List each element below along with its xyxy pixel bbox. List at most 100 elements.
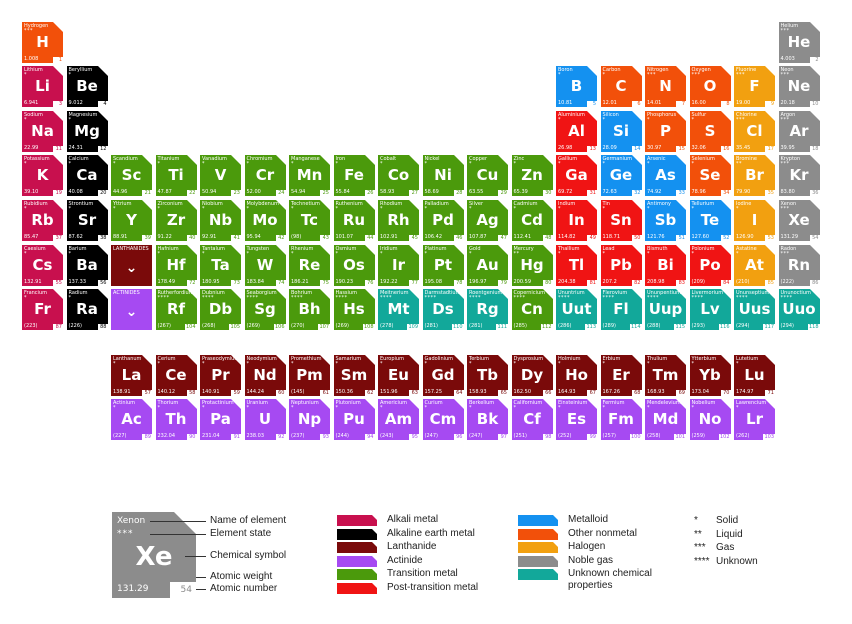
atomic-weight: 204.38 xyxy=(558,279,576,285)
tile-corner-fold xyxy=(320,155,330,165)
element-state: *** xyxy=(736,117,745,123)
element-state: * xyxy=(24,161,27,167)
element-tile-pr: Praseodymium * Pr 140.91 59 xyxy=(200,355,241,396)
atomic-weight: 168.93 xyxy=(647,389,665,395)
atomic-number: 47 xyxy=(498,235,508,241)
state-label: Gas xyxy=(716,542,735,553)
tile-corner-fold xyxy=(142,155,152,165)
element-symbol: U xyxy=(258,410,272,428)
tile-corner-fold xyxy=(498,355,508,365)
tile-corner-fold xyxy=(676,66,686,76)
element-name: Mendelevium xyxy=(647,400,681,406)
element-state: * xyxy=(246,206,250,212)
tile-corner-fold xyxy=(587,399,597,409)
element-symbol: Tl xyxy=(568,256,585,274)
element-name: Cerium xyxy=(157,356,176,362)
element-state: * xyxy=(691,117,695,123)
state-mark: **** xyxy=(694,555,710,567)
element-tile-co: Cobalt * Co 58.93 27 xyxy=(378,155,419,196)
element-state: * xyxy=(647,117,650,123)
key-state-label: Element state xyxy=(210,528,272,539)
element-state: * xyxy=(335,161,339,167)
atomic-number: 97 xyxy=(498,434,508,440)
atomic-weight: 35.45 xyxy=(736,145,751,151)
element-symbol: Rg xyxy=(476,300,499,318)
element-tile-ba: Barium * Ba 137.33 56 xyxy=(66,245,108,286)
element-state: * xyxy=(246,405,250,411)
element-state: * xyxy=(202,361,205,367)
element-symbol: Re xyxy=(298,256,321,274)
atomic-weight: (288) xyxy=(647,323,661,329)
element-tile-hf: Hafnium * Hf 178.49 72 xyxy=(155,245,197,286)
tile-corner-fold xyxy=(720,155,731,165)
element-symbol: Ca xyxy=(76,166,98,184)
element-tile-ta: Tantalum * Ta 180.95 73 xyxy=(200,245,241,286)
atomic-weight: (289) xyxy=(602,323,616,329)
element-tile-ge: Germanium * Ge 72.63 32 xyxy=(600,155,642,196)
element-symbol: Yb xyxy=(699,366,721,384)
atomic-number: 9 xyxy=(765,101,775,107)
element-tile-ca: Calcium * Ca 40.08 20 xyxy=(66,155,108,196)
element-name: Nobelium xyxy=(691,400,716,406)
atomic-number: 73 xyxy=(231,280,241,286)
element-tile-rb: Rubidium * Rb 85.47 37 xyxy=(22,200,63,241)
element-symbol: Zn xyxy=(521,166,543,184)
element-symbol: Rh xyxy=(387,211,410,229)
element-symbol: H xyxy=(36,33,49,51)
tile-corner-fold xyxy=(53,289,63,299)
element-symbol: Dy xyxy=(520,366,544,384)
state-label: Unknown xyxy=(716,555,758,567)
element-name: Tantalum xyxy=(202,246,225,252)
atomic-weight: 63.55 xyxy=(469,189,484,195)
atomic-weight: 52.00 xyxy=(246,189,261,195)
element-symbol: Pt xyxy=(433,256,453,274)
tile-corner-fold xyxy=(186,245,197,255)
atomic-weight: 137.33 xyxy=(68,279,87,285)
tile-corner-fold xyxy=(231,399,241,409)
element-tile-cl: Chlorine *** Cl 35.45 17 xyxy=(734,111,775,152)
atomic-number: 81 xyxy=(587,280,597,286)
atomic-number: 25 xyxy=(320,190,330,196)
element-name: Germanium xyxy=(602,156,632,162)
tile-corner-fold xyxy=(320,200,330,210)
element-symbol: Cf xyxy=(523,410,541,428)
element-state: * xyxy=(380,251,383,257)
element-name: Technetium xyxy=(291,201,320,207)
tile-corner-fold xyxy=(720,245,731,255)
tile-corner-fold xyxy=(765,399,775,409)
element-tile-am: Americium * Am (243) 95 xyxy=(378,399,419,440)
atomic-weight: (262) xyxy=(736,433,750,439)
element-state: ** xyxy=(736,161,742,167)
element-state: * xyxy=(157,206,161,212)
tile-corner-fold xyxy=(453,200,464,210)
swatch-corner-fold xyxy=(372,555,377,561)
element-symbol: Ho xyxy=(565,366,588,384)
atomic-number: 55 xyxy=(53,280,63,286)
element-symbol: Ge xyxy=(609,166,633,184)
tile-corner-fold xyxy=(542,155,553,165)
atomic-number: 79 xyxy=(498,280,508,286)
element-name: Titanium xyxy=(157,156,180,162)
tile-corner-fold xyxy=(142,200,152,210)
element-tile-b: Boron * B 10.81 5 xyxy=(556,66,597,107)
element-tile-rh: Rhodium * Rh 102.91 45 xyxy=(378,200,419,241)
tile-corner-fold xyxy=(631,355,642,365)
atomic-weight: (269) xyxy=(335,323,349,329)
tile-corner-fold xyxy=(498,155,508,165)
element-symbol: Mn xyxy=(296,166,323,184)
atomic-weight: 16.00 xyxy=(691,100,706,106)
key-number-label: Atomic number xyxy=(210,583,278,594)
element-tile-y: Yttrium * Y 88.91 39 xyxy=(111,200,152,241)
atomic-weight: 174.97 xyxy=(736,389,754,395)
element-symbol: B xyxy=(570,77,583,95)
key-leader-line xyxy=(196,589,206,590)
tile-corner-fold xyxy=(53,245,63,255)
legend-label-actinide: Actinide xyxy=(387,554,423,566)
element-symbol: Ir xyxy=(392,256,405,274)
element-name: Xenon xyxy=(780,201,797,207)
atomic-number: 113 xyxy=(585,324,597,330)
tile-corner-fold xyxy=(676,289,686,299)
element-tile-ar: Argon *** Ar 39.95 18 xyxy=(778,111,820,152)
element-tile-ds: Darmstadtium **** Ds (281) 110 xyxy=(422,289,464,330)
element-tile-rf: Rutherfordium **** Rf (267) 104 xyxy=(155,289,197,330)
